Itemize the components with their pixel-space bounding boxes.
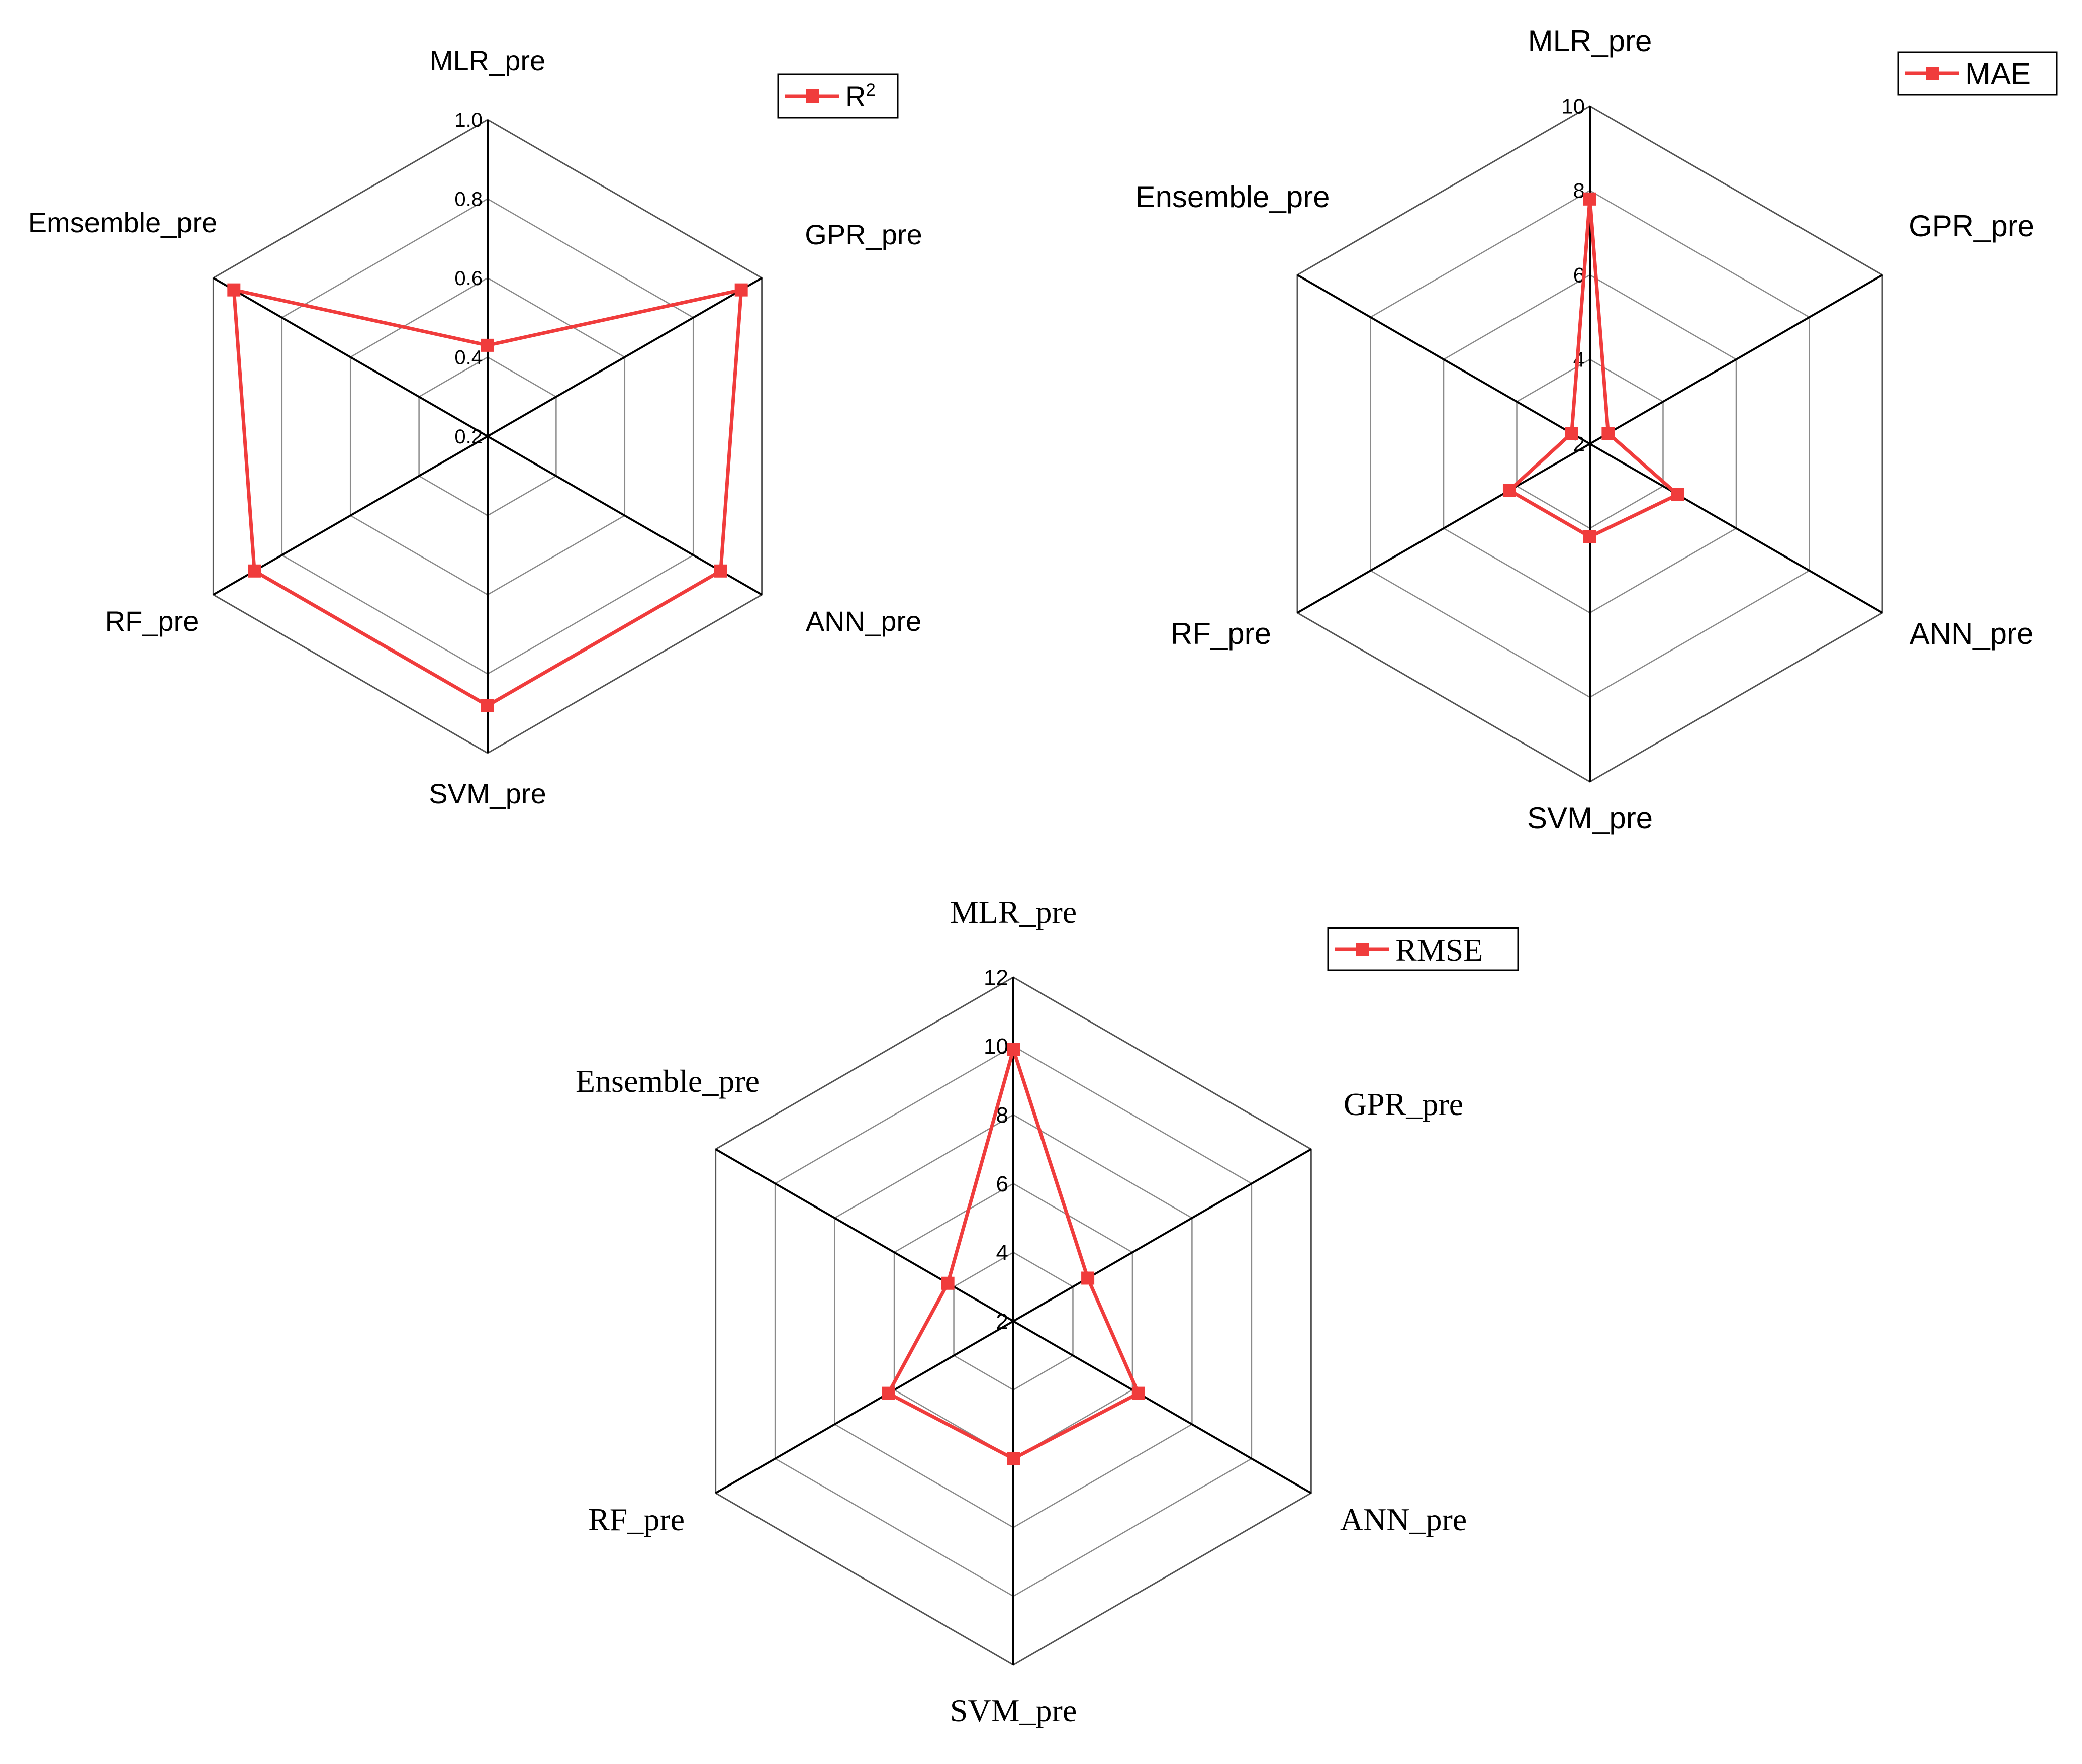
category-label: RF_pre <box>1171 617 1271 651</box>
grid <box>212 119 763 754</box>
category-label: Emsemble_pre <box>28 207 218 238</box>
axis-spoke <box>487 277 763 437</box>
tick-label: 6 <box>996 1172 1008 1196</box>
category-label: RF_pre <box>105 605 199 637</box>
category-label: Ensemble_pre <box>1135 180 1330 214</box>
legend-label: RMSE <box>1395 932 1483 968</box>
axis-spoke <box>1589 274 1883 445</box>
category-label: GPR_pre <box>1909 209 2034 243</box>
data-point <box>1007 1043 1020 1056</box>
series-line <box>1506 199 1681 539</box>
category-label: SVM_pre <box>1527 801 1653 835</box>
grid <box>1296 105 1883 783</box>
tick-label: 8 <box>1573 179 1585 203</box>
legend-label: R2 <box>845 80 876 112</box>
tick-label: 0.8 <box>454 189 483 211</box>
axis-spoke <box>715 1320 1014 1494</box>
axis-spoke <box>1589 443 1883 614</box>
axis-spoke <box>715 1148 1014 1322</box>
tick-label: 10 <box>1561 95 1585 118</box>
legend: RMSE <box>1327 927 1519 971</box>
data-point <box>714 564 727 578</box>
data-point <box>1671 488 1684 501</box>
tick-label: 0.6 <box>454 267 483 290</box>
axis-spoke <box>1297 274 1591 445</box>
data-point <box>882 1386 895 1400</box>
category-label: ANN_pre <box>1910 617 2034 651</box>
data-point <box>1007 1452 1020 1465</box>
legend-marker <box>1926 67 1939 80</box>
data-point <box>481 699 494 712</box>
axis-spoke <box>1012 1320 1312 1494</box>
tick-label: 2 <box>996 1309 1008 1334</box>
tick-label: 12 <box>984 965 1008 990</box>
category-label: ANN_pre <box>1340 1502 1467 1537</box>
data-point <box>734 283 748 297</box>
data-point <box>248 564 261 578</box>
grid <box>715 976 1312 1666</box>
data-point <box>1583 530 1596 543</box>
data-point <box>1081 1271 1095 1285</box>
legend: MAE <box>1897 51 2058 96</box>
axis-spoke <box>213 277 488 437</box>
tick-label: 0.4 <box>454 347 483 369</box>
category-label: MLR_pre <box>430 45 545 76</box>
category-label: MLR_pre <box>1528 24 1652 58</box>
data-point <box>941 1276 955 1290</box>
legend-label: MAE <box>1965 57 2031 91</box>
data-point <box>1502 484 1516 497</box>
category-label: GPR_pre <box>1344 1086 1463 1122</box>
data-point <box>1565 427 1578 440</box>
tick-label: 4 <box>996 1241 1008 1265</box>
category-label: RF_pre <box>588 1502 685 1537</box>
data-point <box>1131 1386 1145 1400</box>
legend-marker <box>806 89 819 103</box>
axis-spoke <box>1297 443 1591 614</box>
legend: R2 <box>777 73 899 119</box>
axis-spoke <box>1012 1148 1312 1322</box>
radar-chart-3: 24681012MLR_preGPR_preANN_preSVM_preRF_p… <box>576 894 1519 1728</box>
radar-chart-1: 0.2 0.4 0.6 0.8 1.0 MLR_pre GPR_pre ANN_pre SVM_… <box>28 45 922 809</box>
data-point <box>1601 427 1615 440</box>
category-label: SVM_pre <box>429 778 546 809</box>
category-label: SVM_pre <box>950 1693 1077 1728</box>
legend-superscript: 2 <box>866 80 875 100</box>
data-point <box>481 338 494 352</box>
tick-label: 10 <box>984 1034 1008 1059</box>
data-point <box>1583 192 1596 206</box>
category-label: MLR_pre <box>950 894 1077 930</box>
legend-marker <box>1356 943 1369 956</box>
tick-label: 1.0 <box>454 109 483 131</box>
category-label: GPR_pre <box>805 219 922 250</box>
data-point <box>227 283 241 297</box>
category-label: ANN_pre <box>806 605 921 637</box>
tick-label: 0.2 <box>454 426 483 448</box>
category-label: Ensemble_pre <box>576 1063 760 1099</box>
radar-chart-2: 246810MLR_preGPR_preANN_preSVM_preRF_pre… <box>1135 24 2058 835</box>
